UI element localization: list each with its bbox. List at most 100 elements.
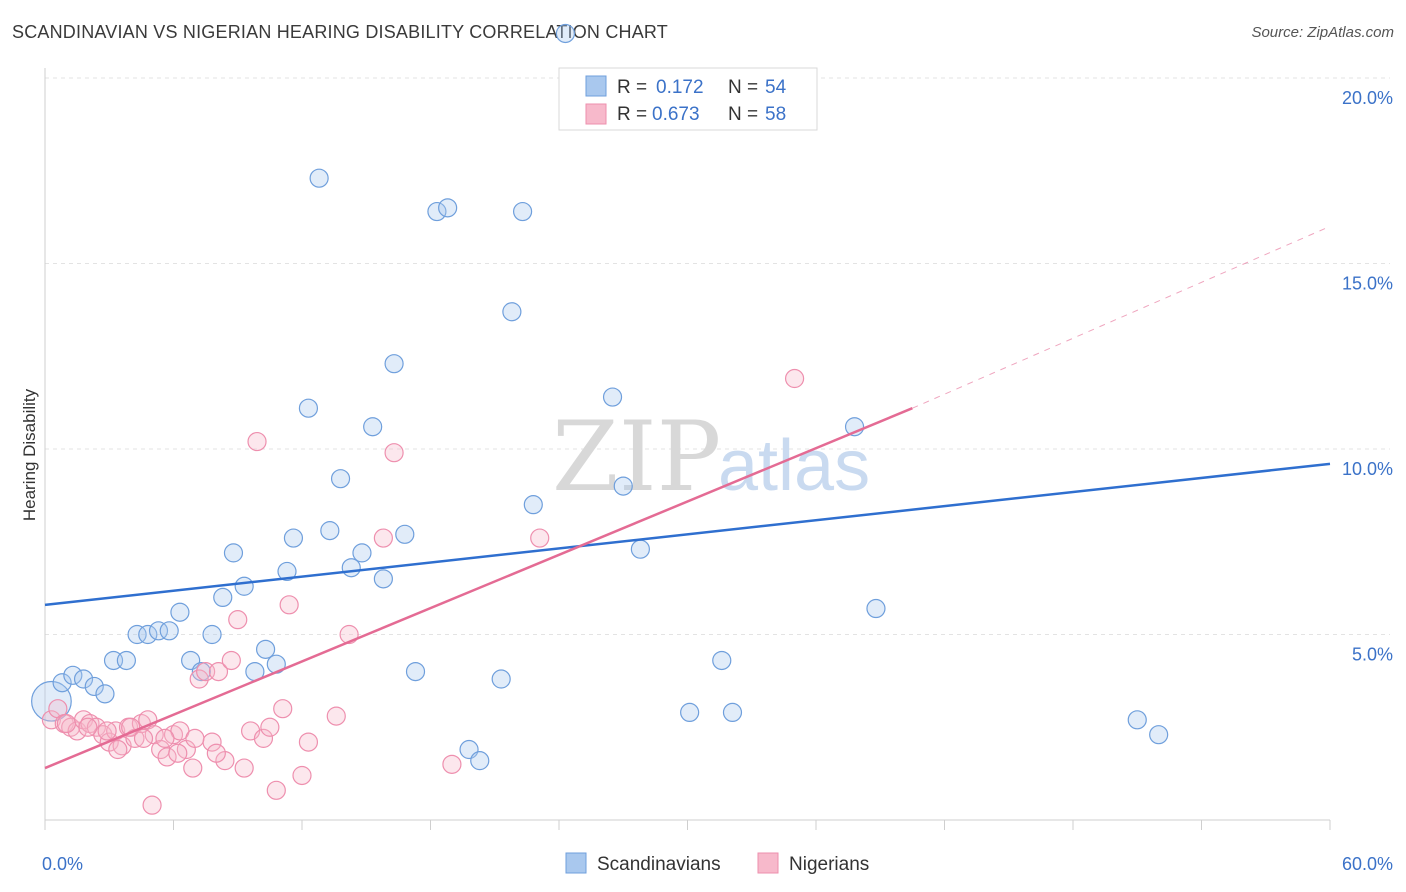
point-nigerians bbox=[384, 443, 404, 463]
trend-line-nigerians bbox=[44, 407, 913, 770]
point-scandinavians bbox=[138, 624, 158, 645]
point-nigerians bbox=[97, 721, 117, 741]
bottom-legend-label-scandinavians: Scandinavians bbox=[597, 854, 721, 875]
watermark-atlas: atlas bbox=[718, 426, 870, 506]
legend-n-value: 58 bbox=[765, 104, 786, 125]
point-nigerians bbox=[189, 669, 209, 689]
point-scandinavians bbox=[363, 417, 383, 437]
legend-r-value: 0.673 bbox=[652, 104, 700, 125]
point-scandinavians bbox=[159, 621, 179, 641]
point-scandinavians bbox=[202, 624, 222, 645]
point-scandinavians bbox=[405, 661, 426, 682]
bottom-legend: Scandinavians Nigerians bbox=[565, 852, 869, 875]
trend-line-scandinavians bbox=[44, 462, 1331, 607]
trend-lines bbox=[44, 225, 1331, 770]
point-scandinavians bbox=[438, 198, 458, 218]
point-scandinavians bbox=[470, 751, 490, 771]
point-scandinavians bbox=[148, 621, 169, 641]
point-nigerians bbox=[183, 758, 203, 778]
point-scandinavians bbox=[373, 569, 393, 589]
point-nigerians bbox=[133, 728, 154, 748]
point-scandinavians bbox=[341, 558, 361, 578]
point-scandinavians bbox=[52, 673, 72, 693]
point-scandinavians bbox=[320, 521, 340, 541]
point-scandinavians bbox=[298, 398, 319, 418]
bottom-legend-label-nigerians: Nigerians bbox=[789, 854, 869, 875]
point-nigerians bbox=[247, 431, 267, 452]
point-nigerians bbox=[292, 765, 312, 786]
point-nigerians bbox=[298, 732, 319, 752]
point-nigerians bbox=[41, 710, 62, 730]
y-axis-label: Hearing Disability bbox=[20, 388, 39, 521]
point-scandinavians bbox=[283, 528, 304, 548]
point-scandinavians bbox=[680, 702, 700, 723]
legend-n-label: N = bbox=[728, 104, 758, 125]
point-scandinavians bbox=[309, 168, 329, 188]
legend-r-label: R = bbox=[617, 77, 647, 98]
legend-swatch-scandinavians bbox=[585, 75, 607, 97]
point-scandinavians bbox=[116, 650, 136, 671]
y-tick-label: 10.0% bbox=[1342, 459, 1393, 479]
point-scandinavians bbox=[427, 201, 447, 222]
point-scandinavians bbox=[602, 387, 623, 407]
point-nigerians bbox=[266, 780, 286, 800]
point-nigerians bbox=[530, 528, 550, 548]
point-nigerians bbox=[373, 528, 393, 548]
x-tick-labels: 0.0% 60.0% bbox=[42, 854, 1393, 874]
point-nigerians bbox=[279, 595, 299, 615]
point-scandinavians bbox=[630, 539, 650, 559]
point-nigerians bbox=[273, 699, 293, 719]
point-scandinavians bbox=[1149, 725, 1169, 745]
point-scandinavians bbox=[277, 561, 297, 582]
point-scandinavians bbox=[73, 669, 94, 689]
point-nigerians bbox=[442, 754, 462, 774]
data-points bbox=[31, 23, 1169, 815]
point-nigerians bbox=[228, 610, 248, 630]
axes bbox=[44, 68, 1331, 830]
bottom-legend-swatch-scandinavians bbox=[565, 852, 587, 874]
y-tick-label: 15.0% bbox=[1342, 274, 1393, 294]
point-nigerians bbox=[108, 739, 128, 760]
point-scandinavians bbox=[722, 702, 743, 723]
point-nigerians bbox=[253, 728, 274, 748]
point-nigerians bbox=[326, 706, 346, 726]
point-scandinavians bbox=[255, 639, 276, 659]
point-nigerians bbox=[206, 743, 226, 763]
legend-n-label: N = bbox=[728, 77, 758, 98]
legend: R = 0.172 N = 54 R = 0.673 N = 58 bbox=[558, 67, 818, 131]
trend-extension-nigerians bbox=[912, 225, 1331, 409]
point-nigerians bbox=[208, 661, 229, 682]
point-scandinavians bbox=[712, 650, 732, 671]
watermark-zip: ZIP bbox=[552, 401, 721, 513]
grid-lines bbox=[45, 77, 1390, 635]
point-scandinavians bbox=[84, 676, 104, 697]
legend-swatch-nigerians bbox=[585, 103, 607, 125]
y-tick-labels: 5.0% 10.0% 15.0% 20.0% bbox=[1342, 88, 1393, 665]
point-scandinavians bbox=[95, 684, 115, 704]
point-scandinavians bbox=[170, 602, 190, 622]
point-nigerians bbox=[221, 650, 241, 671]
legend-r-value: 0.172 bbox=[656, 77, 704, 98]
point-nigerians bbox=[142, 795, 162, 815]
point-scandinavians bbox=[523, 495, 543, 515]
chart-title: SCANDINAVIAN VS NIGERIAN HEARING DISABIL… bbox=[12, 22, 668, 42]
point-scandinavians bbox=[223, 543, 244, 563]
point-scandinavians bbox=[384, 354, 404, 374]
point-scandinavians bbox=[234, 576, 254, 596]
point-scandinavians bbox=[213, 587, 233, 608]
point-scandinavians bbox=[191, 661, 211, 682]
y-tick-label: 5.0% bbox=[1352, 645, 1393, 665]
point-nigerians bbox=[234, 758, 254, 778]
bottom-legend-swatch-nigerians bbox=[757, 852, 779, 874]
point-scandinavians bbox=[330, 469, 351, 489]
point-scandinavians bbox=[395, 524, 415, 544]
point-nigerians bbox=[157, 747, 177, 767]
point-scandinavians bbox=[512, 201, 533, 222]
point-nigerians bbox=[168, 743, 188, 763]
point-nigerians bbox=[78, 717, 98, 737]
point-nigerians bbox=[155, 728, 175, 748]
x-tick-label: 0.0% bbox=[42, 854, 83, 874]
y-tick-label: 20.0% bbox=[1342, 88, 1393, 108]
legend-n-value: 54 bbox=[765, 77, 787, 98]
